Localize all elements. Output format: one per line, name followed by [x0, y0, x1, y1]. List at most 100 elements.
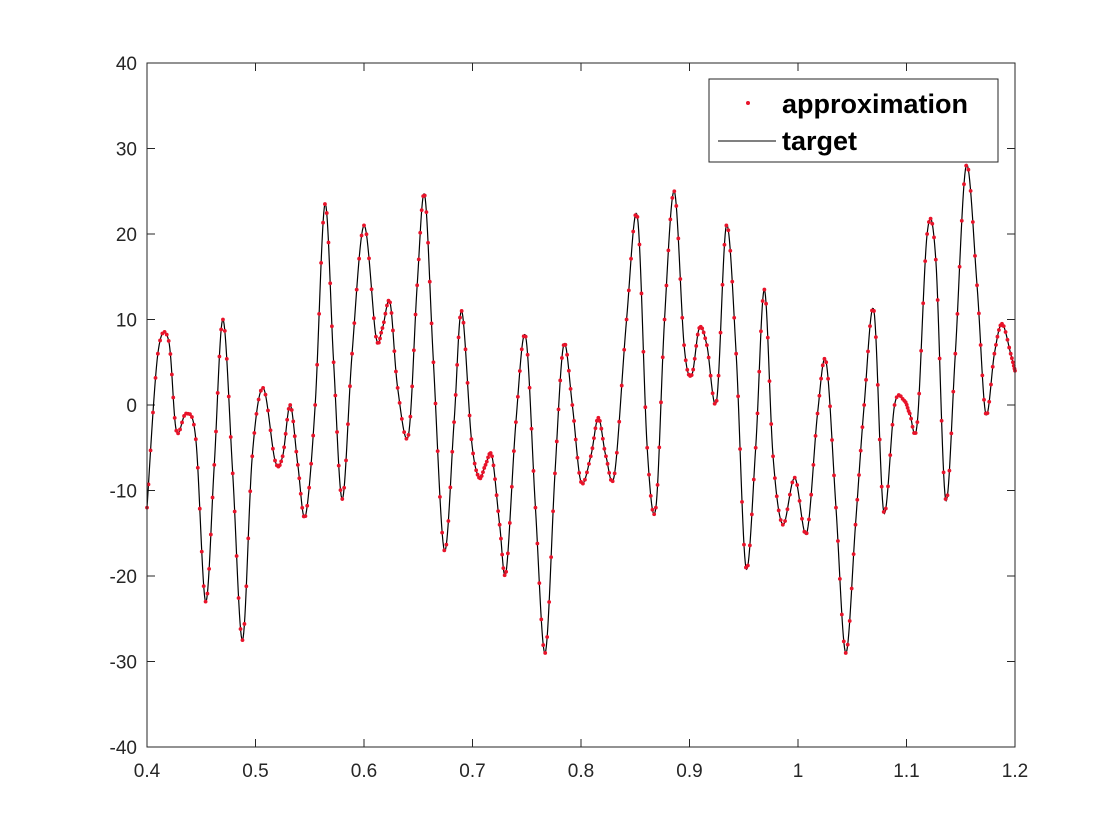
data-point-approximation — [600, 436, 605, 441]
data-point-approximation — [164, 332, 169, 337]
data-point-approximation — [199, 549, 204, 554]
data-point-approximation — [188, 412, 192, 417]
data-point-approximation — [488, 451, 493, 455]
data-point-approximation — [662, 317, 667, 322]
data-point-approximation — [694, 344, 699, 348]
data-point-approximation — [517, 369, 522, 373]
data-point-approximation — [990, 364, 995, 369]
data-point-approximation — [283, 431, 288, 436]
plot-frame — [146, 62, 1016, 748]
data-point-approximation — [670, 195, 675, 200]
data-point-approximation — [404, 436, 409, 441]
data-point-approximation — [726, 228, 731, 233]
data-point-approximation — [359, 233, 364, 238]
data-point-approximation — [285, 417, 290, 422]
data-point-approximation — [977, 311, 981, 316]
data-point-approximation — [481, 470, 485, 475]
data-point-approximation — [790, 480, 795, 485]
data-point-approximation — [507, 521, 512, 525]
data-point-approximation — [941, 470, 946, 475]
data-point-approximation — [266, 408, 270, 413]
data-point-approximation — [745, 563, 750, 568]
data-point-approximation — [622, 347, 627, 352]
data-point-approximation — [399, 417, 404, 421]
data-point-approximation — [594, 418, 599, 423]
data-point-approximation — [467, 413, 472, 418]
data-point-approximation — [282, 445, 287, 450]
data-point-approximation — [411, 348, 416, 353]
data-point-approximation — [637, 242, 642, 247]
data-point-approximation — [978, 343, 983, 347]
data-point-approximation — [813, 434, 818, 438]
data-point-approximation — [193, 437, 198, 442]
data-point-approximation — [286, 407, 291, 411]
data-point-approximation — [494, 493, 499, 498]
data-point-approximation — [771, 454, 775, 459]
data-point-approximation — [537, 581, 542, 586]
data-point-approximation — [855, 497, 860, 502]
data-point-approximation — [809, 492, 814, 497]
data-point-approximation — [962, 182, 966, 187]
data-point-approximation — [930, 221, 935, 226]
data-point-approximation — [830, 438, 834, 442]
data-point-approximation — [482, 466, 487, 470]
data-point-approximation — [975, 283, 979, 288]
data-point-approximation — [388, 300, 392, 305]
data-point-approximation — [531, 469, 536, 473]
data-point-approximation — [645, 445, 650, 450]
data-point-approximation — [352, 321, 357, 326]
data-point-approximation — [180, 420, 184, 425]
data-point-approximation — [151, 410, 155, 415]
data-point-approximation — [394, 369, 398, 374]
data-point-approximation — [331, 360, 336, 365]
data-point-approximation — [258, 388, 263, 393]
data-point-approximation — [474, 468, 479, 473]
data-point-approximation — [680, 315, 685, 320]
data-point-approximation — [367, 256, 371, 261]
data-point-approximation — [162, 329, 167, 334]
data-point-approximation — [523, 334, 528, 339]
data-point-approximation — [490, 454, 494, 459]
data-point-approximation — [440, 530, 445, 535]
data-point-approximation — [757, 369, 762, 374]
data-point-approximation — [759, 329, 763, 334]
data-point-approximation — [323, 202, 327, 206]
data-point-approximation — [354, 287, 359, 292]
data-point-approximation — [588, 454, 593, 459]
data-point-approximation — [957, 264, 962, 269]
legend-label-approximation: approximation — [782, 89, 968, 119]
data-point-approximation — [755, 411, 760, 416]
data-point-approximation — [824, 360, 829, 365]
data-point-approximation — [254, 411, 259, 416]
data-point-approximation — [933, 257, 938, 262]
data-point-approximation — [604, 454, 608, 459]
data-point-approximation — [288, 403, 293, 407]
data-point-approximation — [418, 230, 423, 235]
data-point-approximation — [190, 415, 194, 419]
data-point-approximation — [890, 422, 895, 427]
data-point-approximation — [335, 430, 339, 434]
data-point-approximation — [919, 348, 924, 353]
data-point-approximation — [376, 340, 381, 345]
data-point-approximation — [668, 217, 673, 222]
data-point-approximation — [340, 497, 345, 501]
data-point-approximation — [291, 419, 296, 424]
data-point-approximation — [873, 335, 878, 340]
data-point-approximation — [330, 324, 334, 329]
data-point-approximation — [553, 471, 557, 476]
data-point-approximation — [624, 317, 629, 322]
data-point-approximation — [904, 402, 909, 407]
data-point-approximation — [547, 600, 552, 604]
data-point-approximation — [907, 411, 912, 416]
y-tick-label: 0 — [126, 396, 137, 417]
data-point-approximation — [219, 327, 224, 332]
data-point-approximation — [923, 259, 928, 263]
data-point-approximation — [431, 360, 436, 365]
data-point-approximation — [307, 485, 312, 490]
data-point-approximation — [215, 391, 220, 395]
data-point-approximation — [822, 356, 827, 361]
y-tick-label: 30 — [116, 140, 137, 161]
y-tick-label: -40 — [110, 738, 137, 759]
legend-marker-approximation — [746, 101, 750, 105]
data-point-approximation — [674, 204, 679, 208]
